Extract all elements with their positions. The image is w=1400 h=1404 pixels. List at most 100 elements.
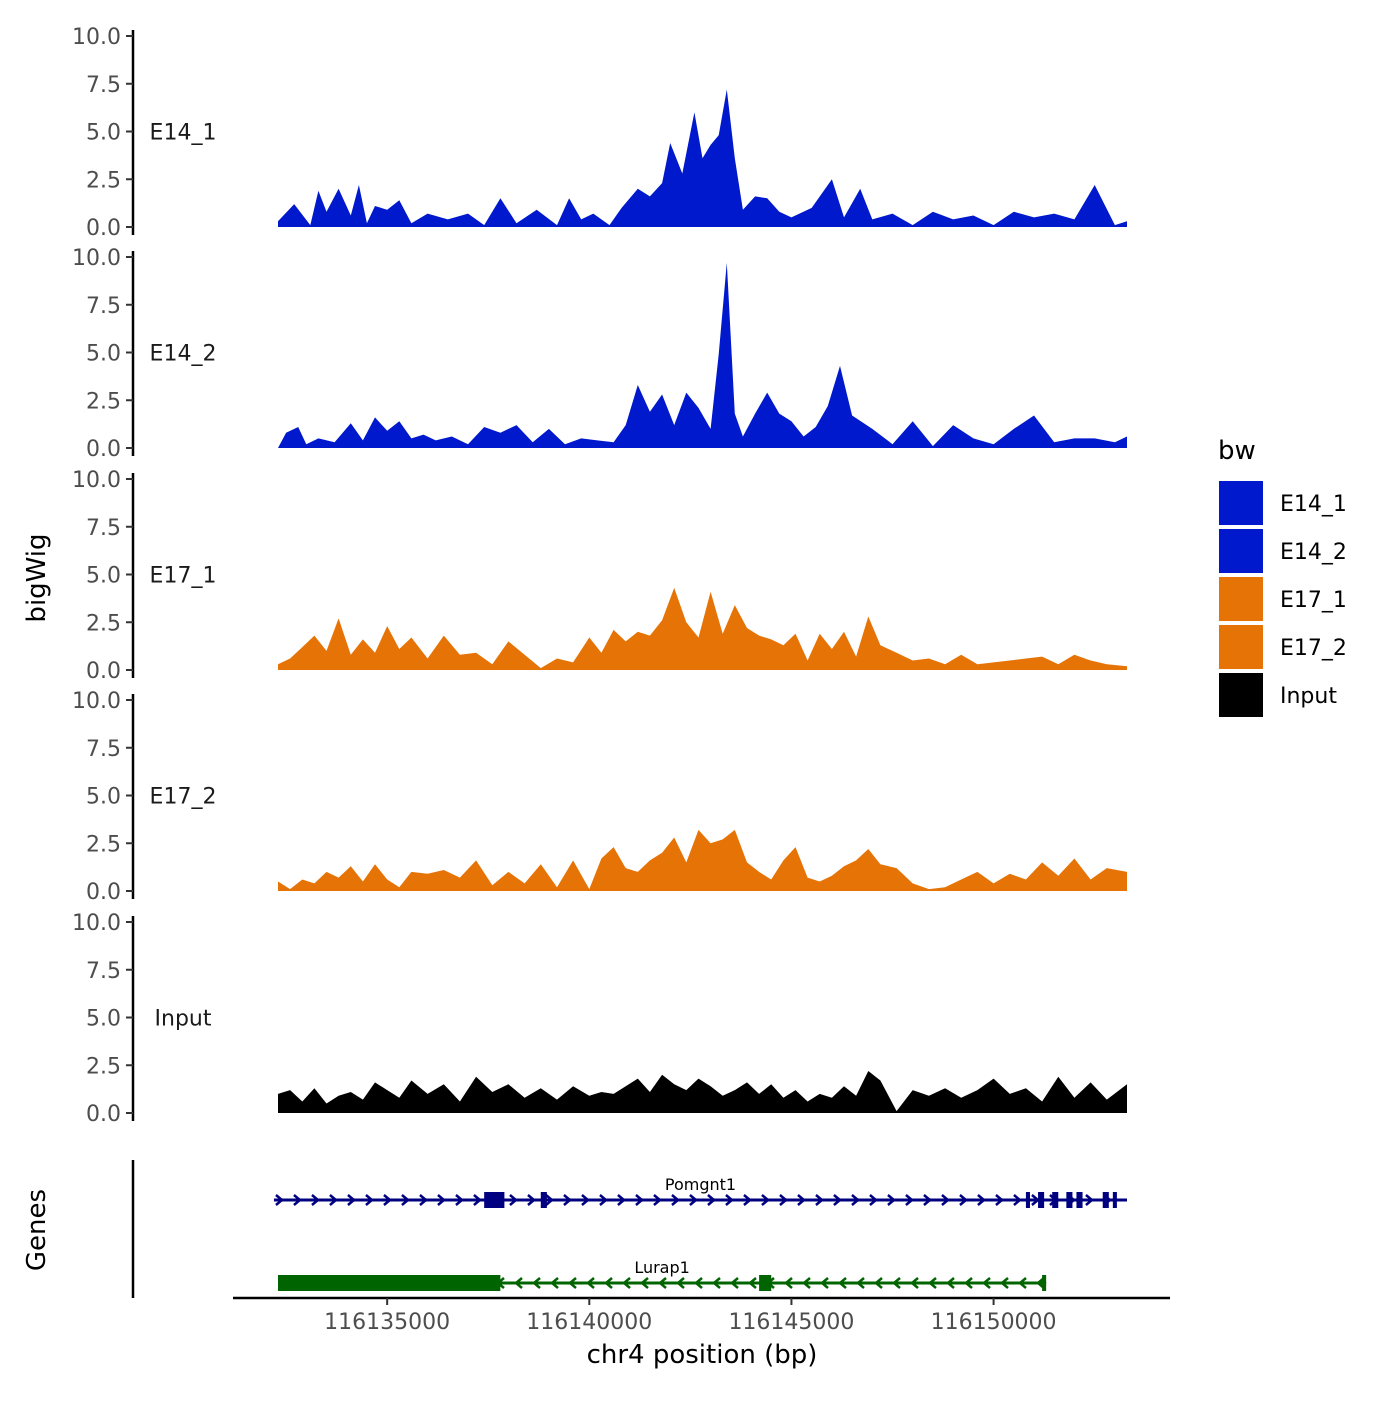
track-panel-E17_1: 0.0 2.5 5.0 7.5 10.0 E17_1: [72, 468, 1127, 684]
track-label: E14_1: [150, 121, 217, 146]
strand-arrow: [838, 1277, 847, 1289]
strand-arrow: [802, 1277, 811, 1289]
track-panel-Input: 0.0 2.5 5.0 7.5 10.0 Input: [72, 911, 1127, 1127]
strand-arrow: [851, 1194, 860, 1206]
y-tick-label: 5.0: [86, 1007, 121, 1032]
strand-arrow: [712, 1277, 721, 1289]
y-tick-label: 10.0: [72, 911, 121, 936]
gene-Lurap1: Lurap1: [278, 1258, 1047, 1291]
y-tick-label: 5.0: [86, 342, 121, 367]
x-tick-label: 116140000: [526, 1310, 652, 1335]
y-tick-label: 5.0: [86, 785, 121, 810]
gene-exon: [1102, 1192, 1109, 1208]
y-tick-label: 7.5: [86, 737, 121, 762]
x-tick-label: 116145000: [728, 1310, 854, 1335]
strand-arrow: [329, 1194, 338, 1206]
strand-arrow: [617, 1194, 626, 1206]
y-tick-label: 2.5: [86, 389, 121, 414]
strand-arrow: [689, 1194, 698, 1206]
strand-arrow: [640, 1277, 649, 1289]
y-tick-label: 2.5: [86, 1054, 121, 1079]
legend-swatch-Input: [1217, 671, 1265, 719]
strand-arrow: [761, 1194, 770, 1206]
track-panel-E17_2: 0.0 2.5 5.0 7.5 10.0 E17_2: [72, 689, 1127, 905]
strand-arrow: [923, 1194, 932, 1206]
gene-exon: [1052, 1192, 1059, 1208]
strand-arrow: [563, 1194, 572, 1206]
gene-exon: [484, 1192, 505, 1208]
strand-arrow: [707, 1194, 716, 1206]
strand-arrow: [874, 1277, 883, 1289]
strand-arrow: [995, 1194, 1004, 1206]
strand-arrow: [982, 1277, 991, 1289]
y-tick-label: 5.0: [86, 564, 121, 589]
gene-label: Pomgnt1: [665, 1175, 736, 1194]
legend: bw E14_1 E14_2 E17_1 E17_2 Input: [1217, 436, 1347, 719]
area-series-E14_2: [278, 262, 1127, 448]
track-label: Input: [155, 1007, 212, 1032]
area-series-E17_2: [278, 829, 1127, 891]
strand-arrow: [365, 1194, 374, 1206]
strand-arrow: [910, 1277, 919, 1289]
y-tick-label: 7.5: [86, 959, 121, 984]
gene-exon: [278, 1275, 501, 1291]
strand-arrow: [694, 1277, 703, 1289]
gene-exon: [540, 1192, 547, 1208]
legend-swatch-E14_1: [1217, 479, 1265, 527]
legend-label-E14_2: E14_2: [1280, 540, 1347, 565]
strand-arrow: [527, 1194, 536, 1206]
strand-arrow: [820, 1277, 829, 1289]
strand-arrow: [383, 1194, 392, 1206]
y-tick-label: 0.0: [86, 437, 121, 462]
strand-arrow: [1036, 1277, 1045, 1289]
strand-arrow: [1018, 1277, 1027, 1289]
legend-label-Input: Input: [1280, 684, 1337, 709]
y-tick-label: 2.5: [86, 611, 121, 636]
strand-arrow: [730, 1277, 739, 1289]
strand-arrow: [1013, 1194, 1022, 1206]
strand-arrow: [977, 1194, 986, 1206]
strand-arrow: [1000, 1277, 1009, 1289]
area-series-Input: [278, 1071, 1127, 1113]
y-tick-label: 2.5: [86, 832, 121, 857]
strand-arrow: [671, 1194, 680, 1206]
strand-arrow: [514, 1277, 523, 1289]
strand-arrow: [622, 1277, 631, 1289]
y-tick-label: 0.0: [86, 659, 121, 684]
strand-arrow: [856, 1277, 865, 1289]
area-series-E14_1: [278, 89, 1127, 227]
gene-exon: [1112, 1192, 1117, 1208]
track-label: E17_1: [150, 564, 217, 589]
legend-swatch-E14_2: [1217, 527, 1265, 575]
gene-exon: [1066, 1192, 1073, 1208]
strand-arrow: [964, 1277, 973, 1289]
strand-arrow: [797, 1194, 806, 1206]
strand-arrow: [833, 1194, 842, 1206]
y-axis-title-genes: Genes: [22, 1189, 52, 1271]
gene-exon: [1042, 1275, 1047, 1291]
strand-arrow: [815, 1194, 824, 1206]
strand-arrow: [784, 1277, 793, 1289]
strand-arrow: [419, 1194, 428, 1206]
y-tick-label: 10.0: [72, 25, 121, 50]
y-axis-title-bigwig: bigWig: [22, 533, 52, 622]
strand-arrow: [779, 1194, 788, 1206]
gene-exon: [1025, 1192, 1030, 1208]
strand-arrow: [653, 1194, 662, 1206]
y-tick-label: 7.5: [86, 294, 121, 319]
strand-arrow: [892, 1277, 901, 1289]
strand-arrow: [887, 1194, 896, 1206]
track-panel-E14_1: 0.0 2.5 5.0 7.5 10.0 E14_1: [72, 25, 1127, 241]
x-tick-label: 116150000: [931, 1310, 1057, 1335]
strand-arrow: [635, 1194, 644, 1206]
strand-arrow: [550, 1277, 559, 1289]
x-tick-label: 116135000: [324, 1310, 450, 1335]
strand-arrow: [509, 1194, 518, 1206]
area-series-E17_1: [278, 587, 1127, 670]
legend-label-E17_1: E17_1: [1280, 588, 1347, 613]
strand-arrow: [1085, 1194, 1094, 1206]
strand-arrow: [959, 1194, 968, 1206]
track-panel-E14_2: 0.0 2.5 5.0 7.5 10.0 E14_2: [72, 246, 1127, 462]
strand-arrow: [946, 1277, 955, 1289]
